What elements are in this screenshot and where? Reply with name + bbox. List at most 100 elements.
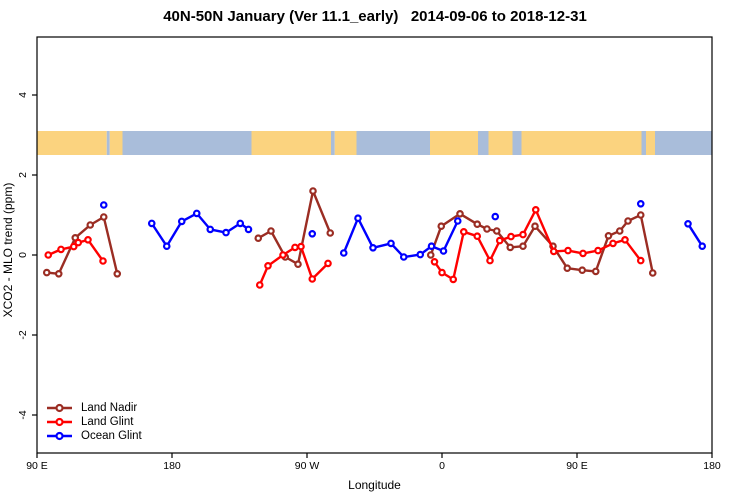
land-glint-point [486, 256, 494, 265]
map-band-ocean-segment [641, 131, 646, 155]
y-tick-label: -4 [17, 410, 29, 419]
x-axis-label: Longitude [348, 478, 401, 492]
land-glint-point [519, 230, 527, 239]
land-glint-point [636, 256, 645, 265]
land-glint-point [579, 249, 587, 258]
land-nadir-point [578, 266, 587, 275]
x-tick-label: 180 [703, 460, 721, 472]
land-nadir-point [648, 269, 657, 277]
land-glint-point [264, 261, 272, 270]
land-glint-point [324, 259, 332, 268]
land-nadir-point [309, 187, 317, 195]
ocean-glint-point [636, 200, 645, 208]
ocean-glint-point [177, 217, 186, 226]
y-tick-label: 4 [17, 92, 29, 98]
land-nadir-point [326, 229, 335, 237]
ocean-glint-point [399, 253, 408, 261]
land-glint-point [69, 242, 78, 251]
land-nadir-point [437, 222, 446, 231]
legend: Land Nadir Land Glint Ocean Glint [46, 401, 142, 443]
land-glint-point [621, 236, 629, 244]
land-glint-point [594, 246, 602, 255]
land-glint-point [507, 232, 515, 241]
ocean-glint-point [416, 250, 425, 259]
x-tick-label: 0 [439, 460, 445, 472]
ocean-glint-line [150, 212, 250, 248]
land-nadir-point [99, 213, 108, 221]
land-glint-point [459, 228, 468, 236]
ocean-glint-point [427, 242, 436, 251]
ocean-glint-line [686, 222, 704, 248]
y-tick-label: -2 [17, 330, 29, 339]
land-glint-point [449, 275, 458, 284]
land-nadir-point [563, 264, 572, 273]
land-nadir-point [591, 267, 600, 276]
land-nadir-point [86, 221, 95, 229]
x-tick-label: 90 E [26, 460, 48, 472]
land-nadir-line [257, 189, 332, 266]
legend-item-land-nadir: Land Nadir [46, 401, 142, 415]
land-nadir-point [456, 210, 464, 218]
map-band-land-segment [37, 131, 107, 155]
map-band-ocean-segment [512, 131, 522, 155]
ocean-glint-point [339, 249, 348, 257]
map-band-ocean-segment [122, 131, 252, 155]
ocean-glint-point [439, 247, 448, 255]
land-nadir-point [113, 269, 122, 278]
map-band-ocean-segment [356, 131, 430, 155]
ocean-glint-point [147, 219, 156, 228]
land-glint-point [297, 242, 305, 251]
map-band-land-segment [109, 131, 123, 155]
ocean-glint-point [308, 230, 317, 238]
map-band-ocean-segment [106, 131, 110, 155]
y-axis-label: XCO2 - MLO trend (ppm) [1, 182, 15, 318]
land-nadir-line [45, 215, 119, 275]
map-band-ocean-segment [478, 131, 489, 155]
land-glint-point [609, 239, 617, 248]
land-glint-point [531, 206, 540, 214]
map-band-ocean-segment [655, 131, 712, 155]
legend-label: Land Glint [81, 416, 134, 428]
map-band-land-segment [646, 131, 655, 155]
land-glint-point [549, 247, 558, 256]
land-nadir-point [624, 217, 632, 225]
legend-item-land-glint: Land Glint [46, 415, 142, 429]
x-tick-label: 180 [163, 460, 181, 472]
land-glint-marker-icon [47, 417, 72, 427]
land-glint-point [84, 236, 92, 244]
map-band-land-segment [251, 131, 331, 155]
x-tick-label: 90 W [295, 460, 320, 472]
ocean-glint-point [222, 228, 230, 237]
y-tick-label: 0 [17, 252, 29, 258]
land-glint-point [57, 245, 65, 254]
land-glint-point [255, 281, 264, 289]
land-nadir-point [294, 260, 302, 269]
ocean-glint-point [244, 225, 253, 234]
ocean-glint-point [387, 239, 395, 248]
land-nadir-point [531, 222, 539, 231]
land-nadir-point [267, 227, 275, 235]
ocean-glint-point [684, 220, 692, 228]
land-nadir-point [42, 268, 51, 277]
ocean-glint-point [491, 212, 500, 221]
land-nadir-point [473, 220, 482, 229]
ocean-glint-marker-icon [47, 431, 72, 441]
legend-item-ocean-glint: Ocean Glint [46, 429, 142, 443]
land-glint-point [438, 268, 446, 277]
land-nadir-marker-icon [47, 403, 72, 413]
land-glint-point [564, 246, 572, 255]
land-glint-point [99, 257, 107, 265]
ocean-glint-point [354, 214, 362, 223]
ocean-glint-point [236, 219, 245, 228]
land-glint-point [495, 236, 504, 245]
land-nadir-point [615, 227, 624, 235]
land-glint-point [430, 257, 439, 266]
land-nadir-point [426, 251, 435, 259]
land-nadir-point [636, 211, 645, 219]
map-band-land-segment [430, 131, 478, 155]
ocean-glint-point [206, 225, 215, 234]
plot-border [36, 36, 713, 454]
land-nadir-point [54, 269, 63, 278]
ocean-glint-point [369, 244, 377, 252]
